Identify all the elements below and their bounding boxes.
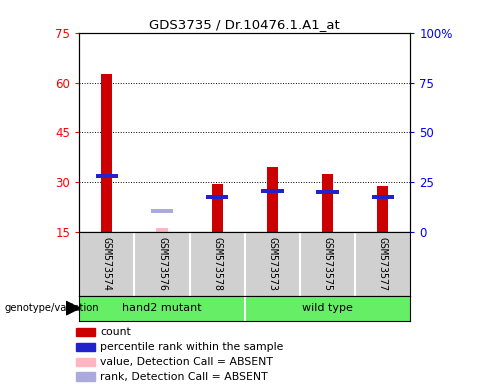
Text: GSM573578: GSM573578	[212, 237, 222, 291]
FancyBboxPatch shape	[76, 343, 95, 351]
Text: GSM573577: GSM573577	[378, 237, 388, 291]
Bar	[151, 209, 173, 213]
Text: rank, Detection Call = ABSENT: rank, Detection Call = ABSENT	[100, 372, 268, 382]
Bar	[101, 74, 112, 232]
Bar	[79, 296, 245, 321]
Bar	[96, 174, 118, 178]
Text: GSM573576: GSM573576	[157, 237, 167, 291]
Polygon shape	[66, 301, 80, 315]
Bar	[156, 228, 168, 232]
Bar	[372, 195, 394, 199]
Text: percentile rank within the sample: percentile rank within the sample	[100, 342, 284, 352]
Text: wild type: wild type	[302, 303, 353, 313]
Bar	[212, 184, 223, 232]
Bar	[245, 296, 410, 321]
FancyBboxPatch shape	[76, 358, 95, 366]
Text: count: count	[100, 327, 131, 337]
Bar	[322, 174, 333, 232]
Bar	[206, 195, 228, 199]
FancyBboxPatch shape	[76, 328, 95, 336]
Text: genotype/variation: genotype/variation	[5, 303, 99, 313]
Bar	[316, 190, 339, 194]
Text: GSM573574: GSM573574	[102, 237, 112, 291]
Bar	[261, 189, 284, 193]
Text: GSM573575: GSM573575	[323, 237, 333, 291]
Text: value, Detection Call = ABSENT: value, Detection Call = ABSENT	[100, 357, 273, 367]
Bar	[267, 167, 278, 232]
FancyBboxPatch shape	[76, 372, 95, 381]
Bar	[377, 186, 388, 232]
Text: GSM573573: GSM573573	[267, 237, 277, 291]
Text: hand2 mutant: hand2 mutant	[122, 303, 202, 313]
Title: GDS3735 / Dr.10476.1.A1_at: GDS3735 / Dr.10476.1.A1_at	[149, 18, 340, 31]
